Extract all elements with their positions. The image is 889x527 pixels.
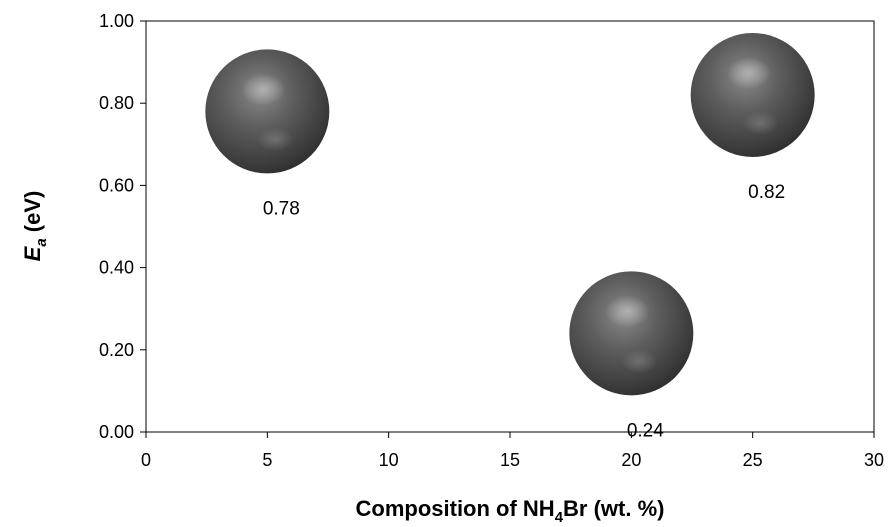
x-tick-label: 20 (621, 450, 641, 470)
data-point: 0.24 (569, 271, 694, 441)
data-label: 0.78 (263, 198, 300, 219)
x-tick-label: 30 (864, 450, 884, 470)
data-point: 0.78 (205, 49, 330, 219)
x-tick-label: 5 (262, 450, 272, 470)
y-tick-label: 0.60 (99, 175, 134, 195)
x-tick-label: 0 (141, 450, 151, 470)
sphere-highlight (241, 73, 286, 106)
sphere-marker (569, 271, 694, 396)
y-axis-title: Ea (eV) (20, 191, 50, 262)
x-tick-label: 10 (379, 450, 399, 470)
y-tick-label: 0.80 (99, 93, 134, 113)
data-label: 0.24 (627, 420, 664, 441)
y-tick-label: 0.40 (99, 258, 134, 278)
y-tick-label: 0.20 (99, 340, 134, 360)
y-axis-ticks: 0.00 0.20 0.40 0.60 0.80 1.00 (99, 11, 146, 442)
data-points: 0.78 0.82 0.24 (205, 32, 815, 441)
y-tick-label: 0.00 (99, 422, 134, 442)
x-tick-label: 25 (743, 450, 763, 470)
sphere-marker (690, 32, 815, 157)
sphere-highlight (605, 295, 650, 328)
sphere-marker (205, 49, 330, 174)
sphere-reflection (257, 127, 294, 152)
x-axis-ticks: 0 5 10 15 20 25 30 (141, 432, 884, 470)
sphere-highlight (726, 56, 771, 89)
sphere-reflection (742, 110, 779, 135)
sphere-reflection (621, 349, 658, 374)
data-label: 0.82 (748, 182, 785, 203)
x-tick-label: 15 (500, 450, 520, 470)
data-point: 0.82 (690, 32, 815, 203)
y-tick-label: 1.00 (99, 11, 134, 31)
x-axis-title: Composition of NH4Br (wt. %) (356, 496, 665, 526)
